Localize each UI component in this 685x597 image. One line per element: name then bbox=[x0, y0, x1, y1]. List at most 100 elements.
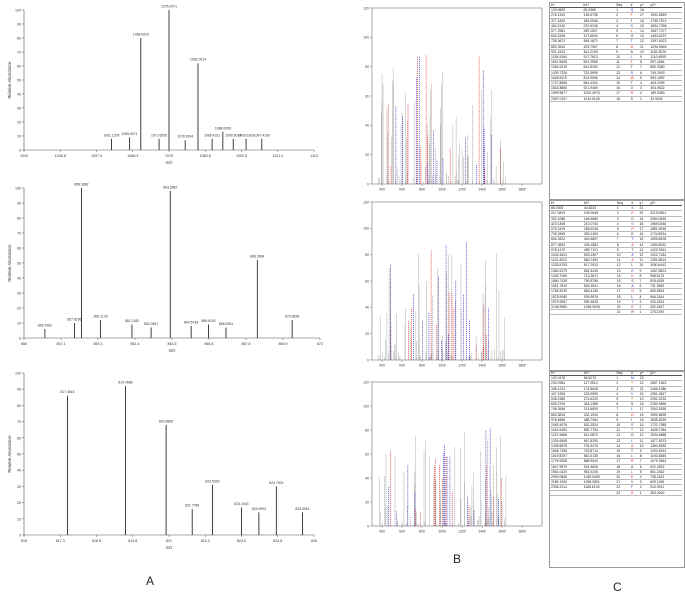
table-cell: 1722.7385 bbox=[649, 422, 682, 429]
table-cell: 577.2981 bbox=[550, 28, 583, 35]
y-tick-label: 100 bbox=[363, 404, 369, 408]
peak-label: 1085.4161 bbox=[204, 133, 220, 137]
peak-label: 857.8296 bbox=[67, 318, 81, 322]
table-cell: 4 bbox=[615, 221, 631, 228]
table-cell: 9 bbox=[638, 268, 650, 274]
peak-label: 866.6304 bbox=[219, 322, 233, 326]
table-cell: 17 bbox=[615, 458, 630, 465]
table-header-cell: # bbox=[630, 371, 639, 377]
table-cell: 850.3942 bbox=[550, 44, 583, 50]
table-cell: 8 bbox=[638, 453, 650, 460]
x-tick-label: 861.4 bbox=[131, 342, 140, 346]
y-tick-label: 20 bbox=[17, 121, 21, 125]
peak-label: 1093.6163 bbox=[238, 133, 254, 137]
table-cell: 2063.9335 bbox=[649, 406, 682, 413]
peak-label: 1082.0014 bbox=[190, 58, 206, 62]
y-tick-label: 20 bbox=[17, 501, 21, 505]
y-tick-label: 60 bbox=[17, 65, 21, 69]
table-cell: 1049.4541 bbox=[550, 252, 583, 259]
x-tick-label: 867.8 bbox=[242, 342, 251, 346]
table-cell: 21 bbox=[638, 386, 650, 392]
peak-label: 868.3964 bbox=[250, 255, 264, 259]
table-cell: E bbox=[630, 268, 639, 274]
table-cell: G bbox=[630, 432, 639, 439]
x-tick-label: 859.3 bbox=[94, 342, 103, 346]
table-cell: 11 bbox=[639, 44, 650, 50]
table-cell: 425.7007 bbox=[582, 44, 616, 50]
table-cell: 1651.7810 bbox=[550, 283, 583, 290]
table-cell: 14 bbox=[639, 28, 650, 35]
peak-label: 817.4616 bbox=[60, 390, 74, 394]
table-cell: 9 bbox=[615, 49, 630, 56]
x-tick-label: 1066.3 bbox=[127, 154, 138, 158]
table-cell: 1595.8508 bbox=[649, 236, 682, 243]
panel-label-a: A bbox=[146, 574, 155, 588]
table-row: 1282.6315 641.8194 12 T 7 850.3380 bbox=[550, 64, 682, 71]
table-row: 2108.9983 1054.9028 20 E 2 332.1847 bbox=[550, 304, 682, 311]
table-cell: 1477.6373 bbox=[649, 438, 682, 444]
table-row: 1842.8866 921.9469 16 D 3 304.0622 bbox=[550, 85, 682, 92]
table-cell: 548.2385 bbox=[550, 396, 583, 403]
table-cell: L bbox=[630, 294, 639, 300]
table-cell: 1635.7064 bbox=[649, 427, 682, 434]
y-tick-label: 100 bbox=[15, 187, 21, 191]
fragment-table-2: b+ b2+ Seq # y+ y2+ 88.0393 44.5233 1 S 21 217.0819… bbox=[550, 201, 682, 316]
table-cell: 1878.9080 bbox=[550, 294, 583, 300]
table-row: 1580.7439 790.8756 15 S 7 818.4285 bbox=[550, 278, 682, 285]
y-axis-label: Relative Abundance bbox=[7, 435, 12, 473]
table-cell: 1044.0135 bbox=[582, 96, 616, 102]
table-cell: 1180.6442 bbox=[649, 262, 682, 269]
annotated-spectrum-b3: 0 20 40 60 80 100 120 400 600 800 1000 1200 1400 1600… bbox=[363, 380, 543, 534]
peak-label: 862.0451 bbox=[144, 322, 158, 326]
table-header-cell: # bbox=[629, 3, 639, 9]
table-cell: 489.7121 bbox=[582, 247, 616, 254]
table-cell: T bbox=[630, 299, 639, 306]
table-cell: D bbox=[630, 216, 639, 222]
table-header-cell: Seq bbox=[615, 201, 631, 207]
table-header-cell: b2+ bbox=[582, 201, 616, 207]
table-cell: 289.1527 bbox=[582, 28, 616, 35]
peak-label: 1068.0629 bbox=[133, 33, 149, 37]
table-row: 877.3693 439.1883 8 A 14 1494.8032 bbox=[550, 242, 682, 248]
table-cell: 851.2462 bbox=[649, 469, 682, 476]
x-tick-label: 1600 bbox=[498, 188, 506, 192]
y-tick-label: 0 bbox=[19, 149, 21, 153]
table-cell: L bbox=[629, 28, 639, 35]
table-cell: K bbox=[630, 273, 639, 280]
table-cell: 1580.7439 bbox=[550, 278, 583, 285]
table-cell: 1067.5601 bbox=[649, 268, 682, 274]
table-cell: 18 bbox=[615, 96, 630, 102]
table-header-cell: b2+ bbox=[582, 371, 616, 377]
table-cell: L bbox=[630, 406, 639, 413]
table-cell: 877.3693 bbox=[550, 242, 583, 248]
table-row: 1651.7810 826.3941 16 A 6 731.3965 bbox=[550, 283, 682, 290]
table-row: 1164.5453 582.7763 11 T 13 1635.7064 bbox=[550, 427, 682, 434]
table-cell: 582.7763 bbox=[582, 427, 616, 434]
table-row: 1878.9080 939.9576 18 L 4 546.3164 bbox=[550, 294, 682, 300]
table-cell: 5 bbox=[638, 469, 650, 476]
y-tick-label: 20 bbox=[365, 500, 369, 504]
table-cell: 7 bbox=[638, 458, 650, 465]
x-tick-label: 1400 bbox=[478, 364, 486, 368]
y-tick-label: 0 bbox=[367, 524, 369, 528]
table-cell: 609.1195 bbox=[649, 479, 682, 486]
table-cell: 753.8714 bbox=[582, 448, 616, 455]
table-cell: 1961.0420 bbox=[550, 469, 583, 476]
table-cell: 1842.8866 bbox=[550, 85, 583, 92]
table-cell: R bbox=[630, 226, 639, 233]
peak-label: 1078.9204 bbox=[177, 135, 193, 139]
table-cell: A bbox=[630, 242, 639, 248]
table-cell: 1164.5453 bbox=[550, 427, 583, 434]
table-header-cell: # bbox=[630, 201, 639, 207]
y-tick-label: 20 bbox=[365, 153, 369, 157]
table-cell: 1293.5161 bbox=[649, 448, 682, 455]
table-cell: 546.3164 bbox=[649, 294, 682, 300]
table-cell: 976.4656 bbox=[550, 417, 583, 424]
x-tick-label: 800 bbox=[419, 530, 425, 534]
table-cell: 12 bbox=[615, 432, 630, 439]
table-cell: 1221.5668 bbox=[550, 432, 583, 439]
table-cell: 2189.1530 bbox=[550, 479, 583, 486]
table-cell: 12 bbox=[638, 252, 650, 259]
table-cell: 21 bbox=[615, 309, 631, 316]
table-row: 1063.4976 532.2524 10 S 14 1722.7385 bbox=[550, 422, 682, 429]
